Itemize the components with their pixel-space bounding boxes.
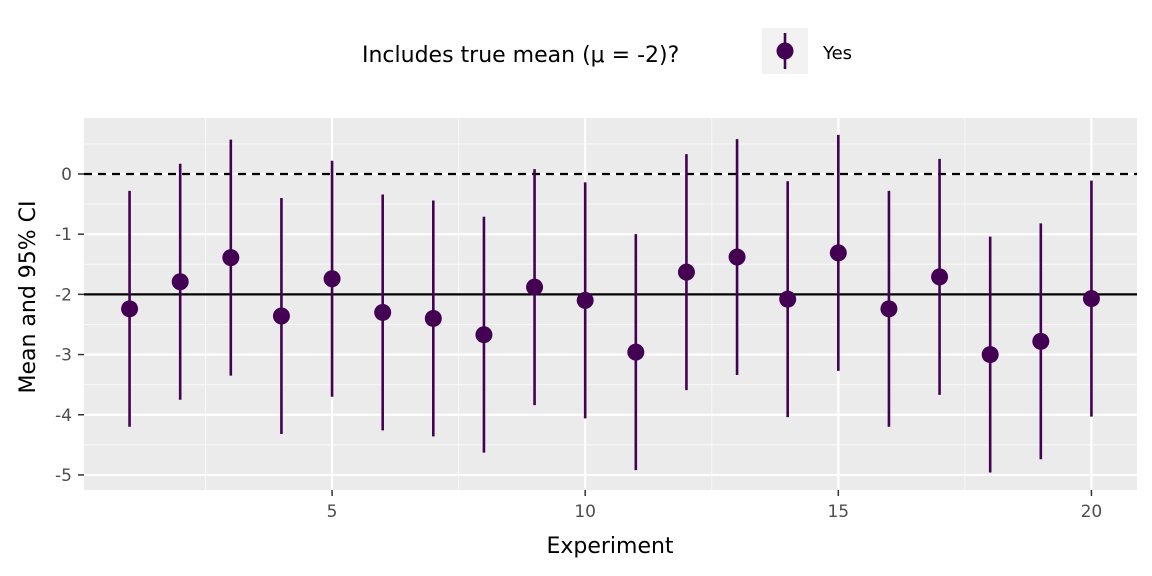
plot-panel (84, 118, 1137, 490)
x-tick-label: 5 (327, 502, 338, 522)
data-point (576, 291, 594, 309)
legend: Includes true mean (μ = -2)? Yes (362, 28, 852, 74)
data-point (374, 303, 392, 321)
data-point (677, 263, 695, 281)
data-point (526, 278, 544, 296)
legend-title: Includes true mean (μ = -2)? (362, 43, 679, 68)
reference-lines (84, 172, 1137, 296)
data-point (981, 346, 999, 364)
legend-key (762, 28, 808, 74)
x-tick-label: 20 (1081, 502, 1103, 522)
x-axis-title: Experiment (546, 534, 673, 559)
data-point (728, 248, 746, 266)
y-tick-label: -2 (55, 285, 72, 305)
y-tick-label: -3 (55, 346, 72, 366)
legend-key-point (776, 42, 794, 60)
data-point (475, 326, 493, 344)
data-marks (121, 134, 1100, 473)
y-tick-label: 0 (61, 165, 72, 185)
panel-background (84, 118, 1137, 490)
data-point (121, 300, 139, 318)
data-point (222, 249, 240, 267)
x-tick-label: 10 (574, 502, 596, 522)
data-point (1082, 290, 1100, 308)
data-point (779, 290, 797, 308)
legend-label: Yes (822, 43, 852, 64)
data-point (931, 268, 949, 286)
data-point (880, 300, 898, 318)
y-tick-label: -1 (55, 225, 72, 245)
data-point (323, 270, 341, 288)
axes: 5 10 15 20 0 -1 -2 -3 -4 -5 (55, 165, 1102, 522)
y-tick-label: -4 (55, 406, 72, 426)
data-point (829, 244, 847, 262)
data-point (424, 309, 442, 327)
y-tick-label: -5 (55, 466, 72, 486)
y-axis-title: Mean and 95% CI (16, 200, 41, 393)
data-point (171, 273, 189, 291)
data-point (1032, 332, 1050, 350)
data-point (627, 343, 645, 361)
x-tick-label: 15 (827, 502, 849, 522)
data-point (272, 307, 290, 325)
